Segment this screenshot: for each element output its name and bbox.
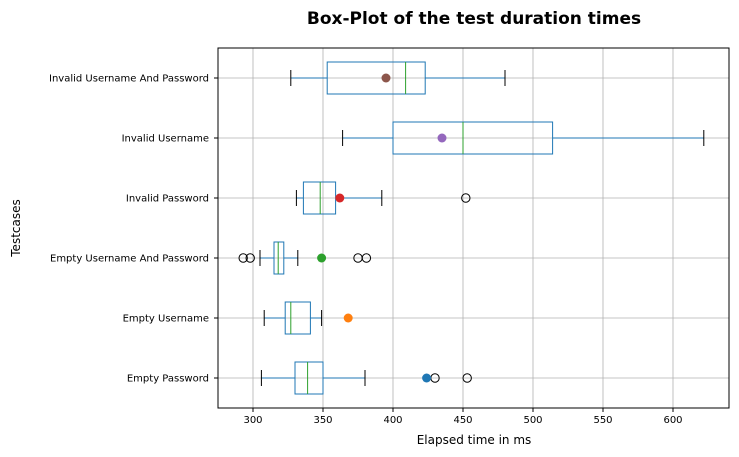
box-iqr: [392, 121, 554, 155]
chart-title: Box-Plot of the test duration times: [307, 9, 641, 29]
box-group: [260, 361, 472, 395]
x-tick-label: 600: [663, 415, 682, 426]
y-tick-label: Invalid Username: [122, 134, 209, 145]
x-tick-label: 450: [453, 415, 472, 426]
mean-point: [317, 253, 327, 263]
grid: [218, 48, 729, 408]
box-group: [263, 301, 353, 335]
mean-point: [335, 193, 345, 203]
plot-area: [238, 61, 705, 395]
mean-point: [381, 73, 391, 83]
box-iqr: [326, 61, 426, 95]
mean-point: [422, 373, 432, 383]
y-tick-label: Empty Username And Password: [50, 254, 209, 265]
y-tick-label: Invalid Password: [126, 194, 209, 205]
box-iqr: [294, 361, 324, 395]
plot-frame: [217, 47, 730, 409]
y-tick-label: Empty Username: [123, 314, 209, 325]
x-tick-label: 300: [243, 415, 262, 426]
mean-point: [437, 133, 447, 143]
x-tick-label: 400: [383, 415, 402, 426]
outlier-point: [361, 253, 372, 263]
x-tick-label: 500: [523, 415, 542, 426]
box-iqr: [284, 301, 311, 335]
y-axis: Empty Password Empty Username Empty Userna…: [49, 74, 218, 385]
box-group: [295, 181, 471, 215]
y-tick-label: Invalid Username And Password: [49, 74, 209, 85]
outlier-point: [238, 253, 248, 263]
outlier-point: [245, 253, 255, 263]
box-group: [342, 121, 705, 155]
y-axis-label: Testcases: [9, 199, 23, 257]
x-axis: 300 350 400 450 500 550 600: [243, 408, 683, 426]
box-group: [238, 241, 372, 275]
x-axis-label: Elapsed time in ms: [417, 433, 532, 447]
box-iqr: [273, 241, 285, 275]
y-tick-label: Empty Password: [127, 374, 209, 385]
box-group: [290, 61, 506, 95]
outlier-point: [462, 373, 472, 383]
mean-point: [343, 313, 353, 323]
outlier-point: [461, 193, 471, 203]
x-tick-label: 550: [593, 415, 612, 426]
x-tick-label: 350: [313, 415, 332, 426]
